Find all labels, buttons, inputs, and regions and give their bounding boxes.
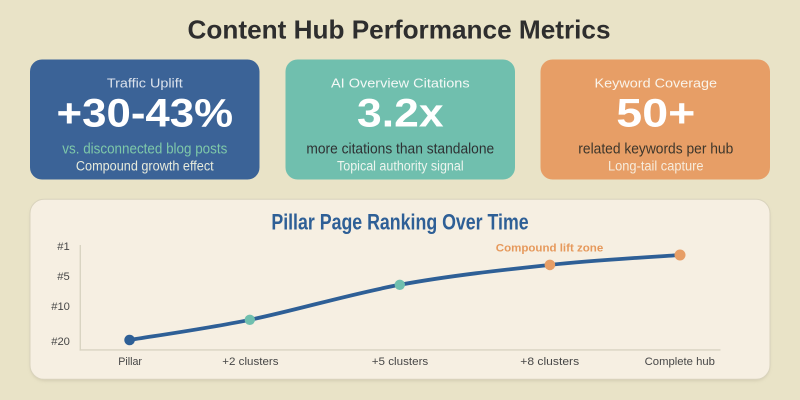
svg-text:+5 clusters: +5 clusters (372, 356, 429, 368)
svg-text:Keyword Coverage: Keyword Coverage (595, 75, 718, 90)
svg-text:Pillar Page Ranking Over Time: Pillar Page Ranking Over Time (271, 209, 528, 234)
svg-text:vs. disconnected blog posts: vs. disconnected blog posts (62, 142, 227, 158)
svg-text:Compound lift zone: Compound lift zone (496, 242, 604, 254)
svg-text:Long-tail capture: Long-tail capture (608, 159, 704, 174)
svg-text:Pillar: Pillar (118, 356, 142, 368)
svg-text:AI Overview Citations: AI Overview Citations (331, 75, 470, 90)
svg-text:Traffic Uplift: Traffic Uplift (107, 75, 183, 90)
svg-text:+8 clusters: +8 clusters (520, 356, 580, 368)
svg-text:#10: #10 (51, 301, 70, 313)
svg-text:50+: 50+ (616, 91, 695, 135)
svg-text:#5: #5 (57, 271, 69, 283)
svg-text:Compound growth effect: Compound growth effect (76, 159, 214, 174)
svg-text:#1: #1 (57, 241, 69, 253)
svg-text:related keywords per hub: related keywords per hub (578, 142, 733, 158)
svg-text:+30-43%: +30-43% (57, 91, 234, 135)
svg-text:Topical authority signal: Topical authority signal (337, 159, 464, 174)
svg-text:+2 clusters: +2 clusters (222, 356, 279, 368)
svg-text:#20: #20 (51, 336, 70, 348)
svg-text:more citations than standalone: more citations than standalone (306, 142, 494, 158)
svg-text:Content Hub Performance Metric: Content Hub Performance Metrics (188, 15, 611, 45)
svg-text:3.2x: 3.2x (357, 91, 444, 135)
svg-text:Complete hub: Complete hub (645, 356, 715, 368)
